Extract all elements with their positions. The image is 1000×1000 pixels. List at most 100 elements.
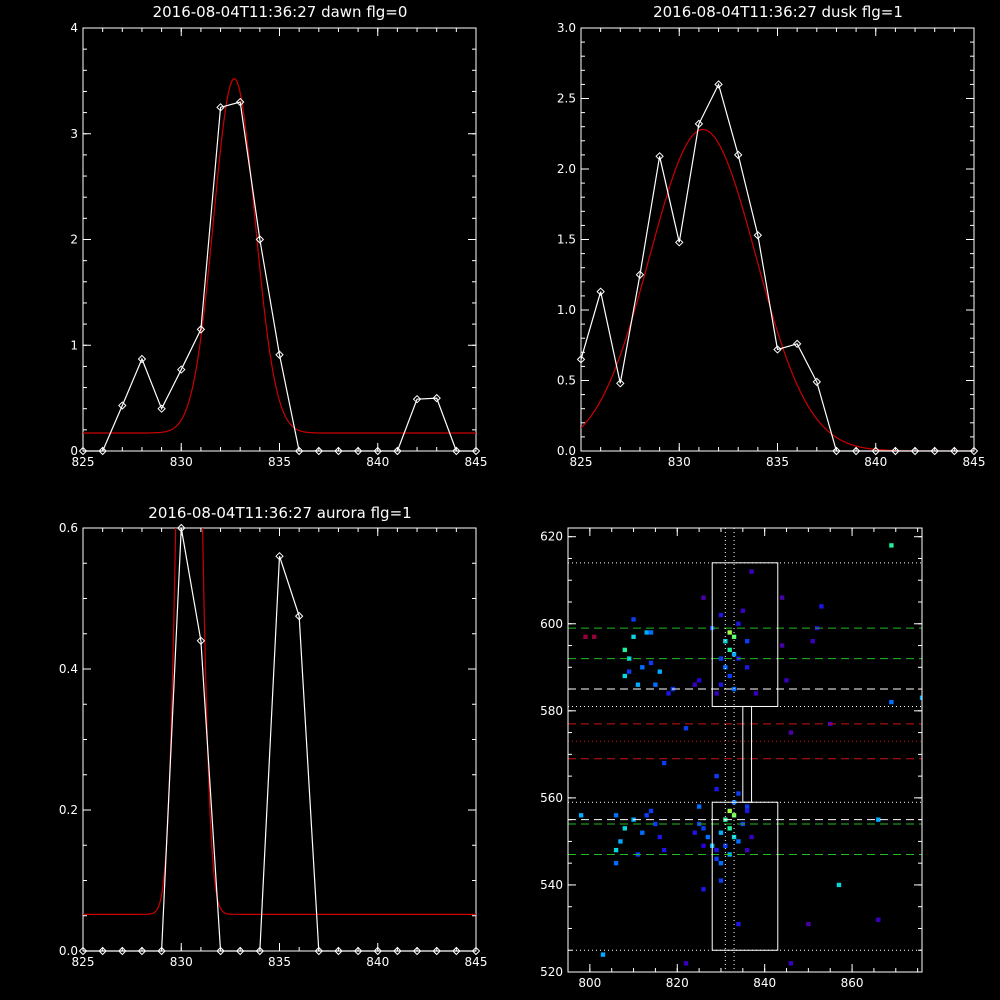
image-pixel <box>889 543 894 548</box>
panel-title: 2016-08-04T11:36:27 dusk flg=1 <box>653 3 903 21</box>
image-pixel <box>718 656 724 661</box>
data-point-marker <box>655 152 664 161</box>
data-point-marker <box>314 946 324 956</box>
data-point-marker <box>675 238 684 247</box>
image-pixel <box>723 843 728 848</box>
y-tick-label: 3.0 <box>557 21 576 35</box>
data-point-marker <box>157 946 166 956</box>
image-pixel <box>578 813 584 818</box>
region-box <box>711 801 779 951</box>
image-pixel <box>622 647 627 653</box>
y-tick-label: 560 <box>540 791 563 805</box>
y-tick-label: 620 <box>540 530 563 544</box>
data-point-marker <box>78 946 88 956</box>
image-pixel <box>600 952 606 957</box>
image-pixel <box>919 695 922 700</box>
data-point-marker <box>832 446 841 456</box>
data-point-marker <box>314 446 324 456</box>
data-point-marker <box>452 446 461 456</box>
image-pixel <box>736 839 741 844</box>
image-pixel <box>653 682 658 687</box>
image-pixel <box>648 660 654 666</box>
data-point-marker <box>294 446 304 456</box>
data-point-marker <box>714 80 723 89</box>
image-pixel <box>745 639 750 644</box>
image-pixel <box>653 821 658 827</box>
image-pixel <box>779 643 785 648</box>
fit-curve <box>83 528 476 915</box>
x-tick-label: 830 <box>668 455 691 469</box>
image-pixel <box>723 639 728 644</box>
data-point-marker <box>930 446 939 456</box>
aurora-spectrum-panel: 2016-08-04T11:36:27 aurora flg=1 825 830 8… <box>59 504 488 969</box>
y-tick-label: 580 <box>540 704 563 718</box>
data-point-marker <box>969 446 979 456</box>
image-pixel <box>731 834 737 840</box>
image-pixel <box>622 673 627 679</box>
data-point-marker <box>98 446 107 456</box>
x-tick-label: 800 <box>578 976 601 990</box>
data-point-marker <box>950 446 959 456</box>
image-pixel <box>661 760 667 766</box>
data-point-marker <box>177 523 186 533</box>
image-pixel <box>745 804 750 809</box>
x-tick-label: 825 <box>72 455 95 469</box>
y-tick-label: 0 <box>70 444 78 458</box>
data-point-marker <box>78 446 88 456</box>
image-pixel <box>592 634 597 639</box>
data-point-marker <box>118 401 127 410</box>
image-pixel <box>749 834 754 840</box>
data-point-marker <box>753 231 763 240</box>
x-tick-label: 845 <box>963 455 986 469</box>
data-point-marker <box>216 946 225 956</box>
image-pixel <box>727 630 732 635</box>
image-pixel <box>745 665 750 670</box>
x-tick-label: 840 <box>753 976 776 990</box>
data-point-marker <box>118 946 127 956</box>
y-tick-label: 1.5 <box>557 233 576 247</box>
observed-line <box>580 82 974 452</box>
image-pixel <box>714 773 719 779</box>
data-point-marker <box>871 446 880 456</box>
image-pixel <box>749 569 754 574</box>
image-pixel <box>692 682 697 687</box>
x-tick-label: 835 <box>268 955 291 969</box>
image-pixel <box>714 787 719 792</box>
image-pixel <box>692 830 697 835</box>
data-point-marker <box>432 393 441 403</box>
data-point-marker <box>353 946 363 956</box>
x-tick-label: 825 <box>570 455 593 469</box>
image-pixel <box>788 730 794 735</box>
image-pixel <box>714 847 719 853</box>
y-tick-label: 4 <box>70 21 78 35</box>
image-pixel <box>714 856 719 861</box>
image-pixel <box>745 808 750 814</box>
image-pixel <box>627 656 632 661</box>
aurora-image-panel: 800 820 840 860 520 540 560 580 600 620 <box>540 527 923 990</box>
image-pixel <box>714 691 719 696</box>
y-tick-label: 540 <box>540 878 563 892</box>
data-point-marker <box>177 365 186 374</box>
image-pixel <box>631 617 636 622</box>
image-pixel <box>736 921 741 927</box>
image-pixel <box>618 839 623 844</box>
data-point-marker <box>334 946 343 956</box>
fit-curve <box>83 78 476 434</box>
image-pixel <box>701 843 706 848</box>
image-pixel <box>731 813 737 818</box>
data-point-marker <box>812 377 822 387</box>
data-point-marker <box>412 394 422 404</box>
image-pixel <box>731 652 737 657</box>
image-pixel <box>753 691 759 696</box>
image-pixel <box>644 813 649 818</box>
image-pixel <box>788 961 794 966</box>
image-pixel <box>661 847 667 853</box>
data-point-marker <box>412 946 422 956</box>
image-pixel <box>889 699 894 705</box>
data-point-marker <box>216 103 225 112</box>
image-pixel <box>640 830 645 835</box>
x-tick-label: 840 <box>864 455 887 469</box>
x-tick-label: 840 <box>366 455 389 469</box>
image-pixel <box>727 808 732 814</box>
